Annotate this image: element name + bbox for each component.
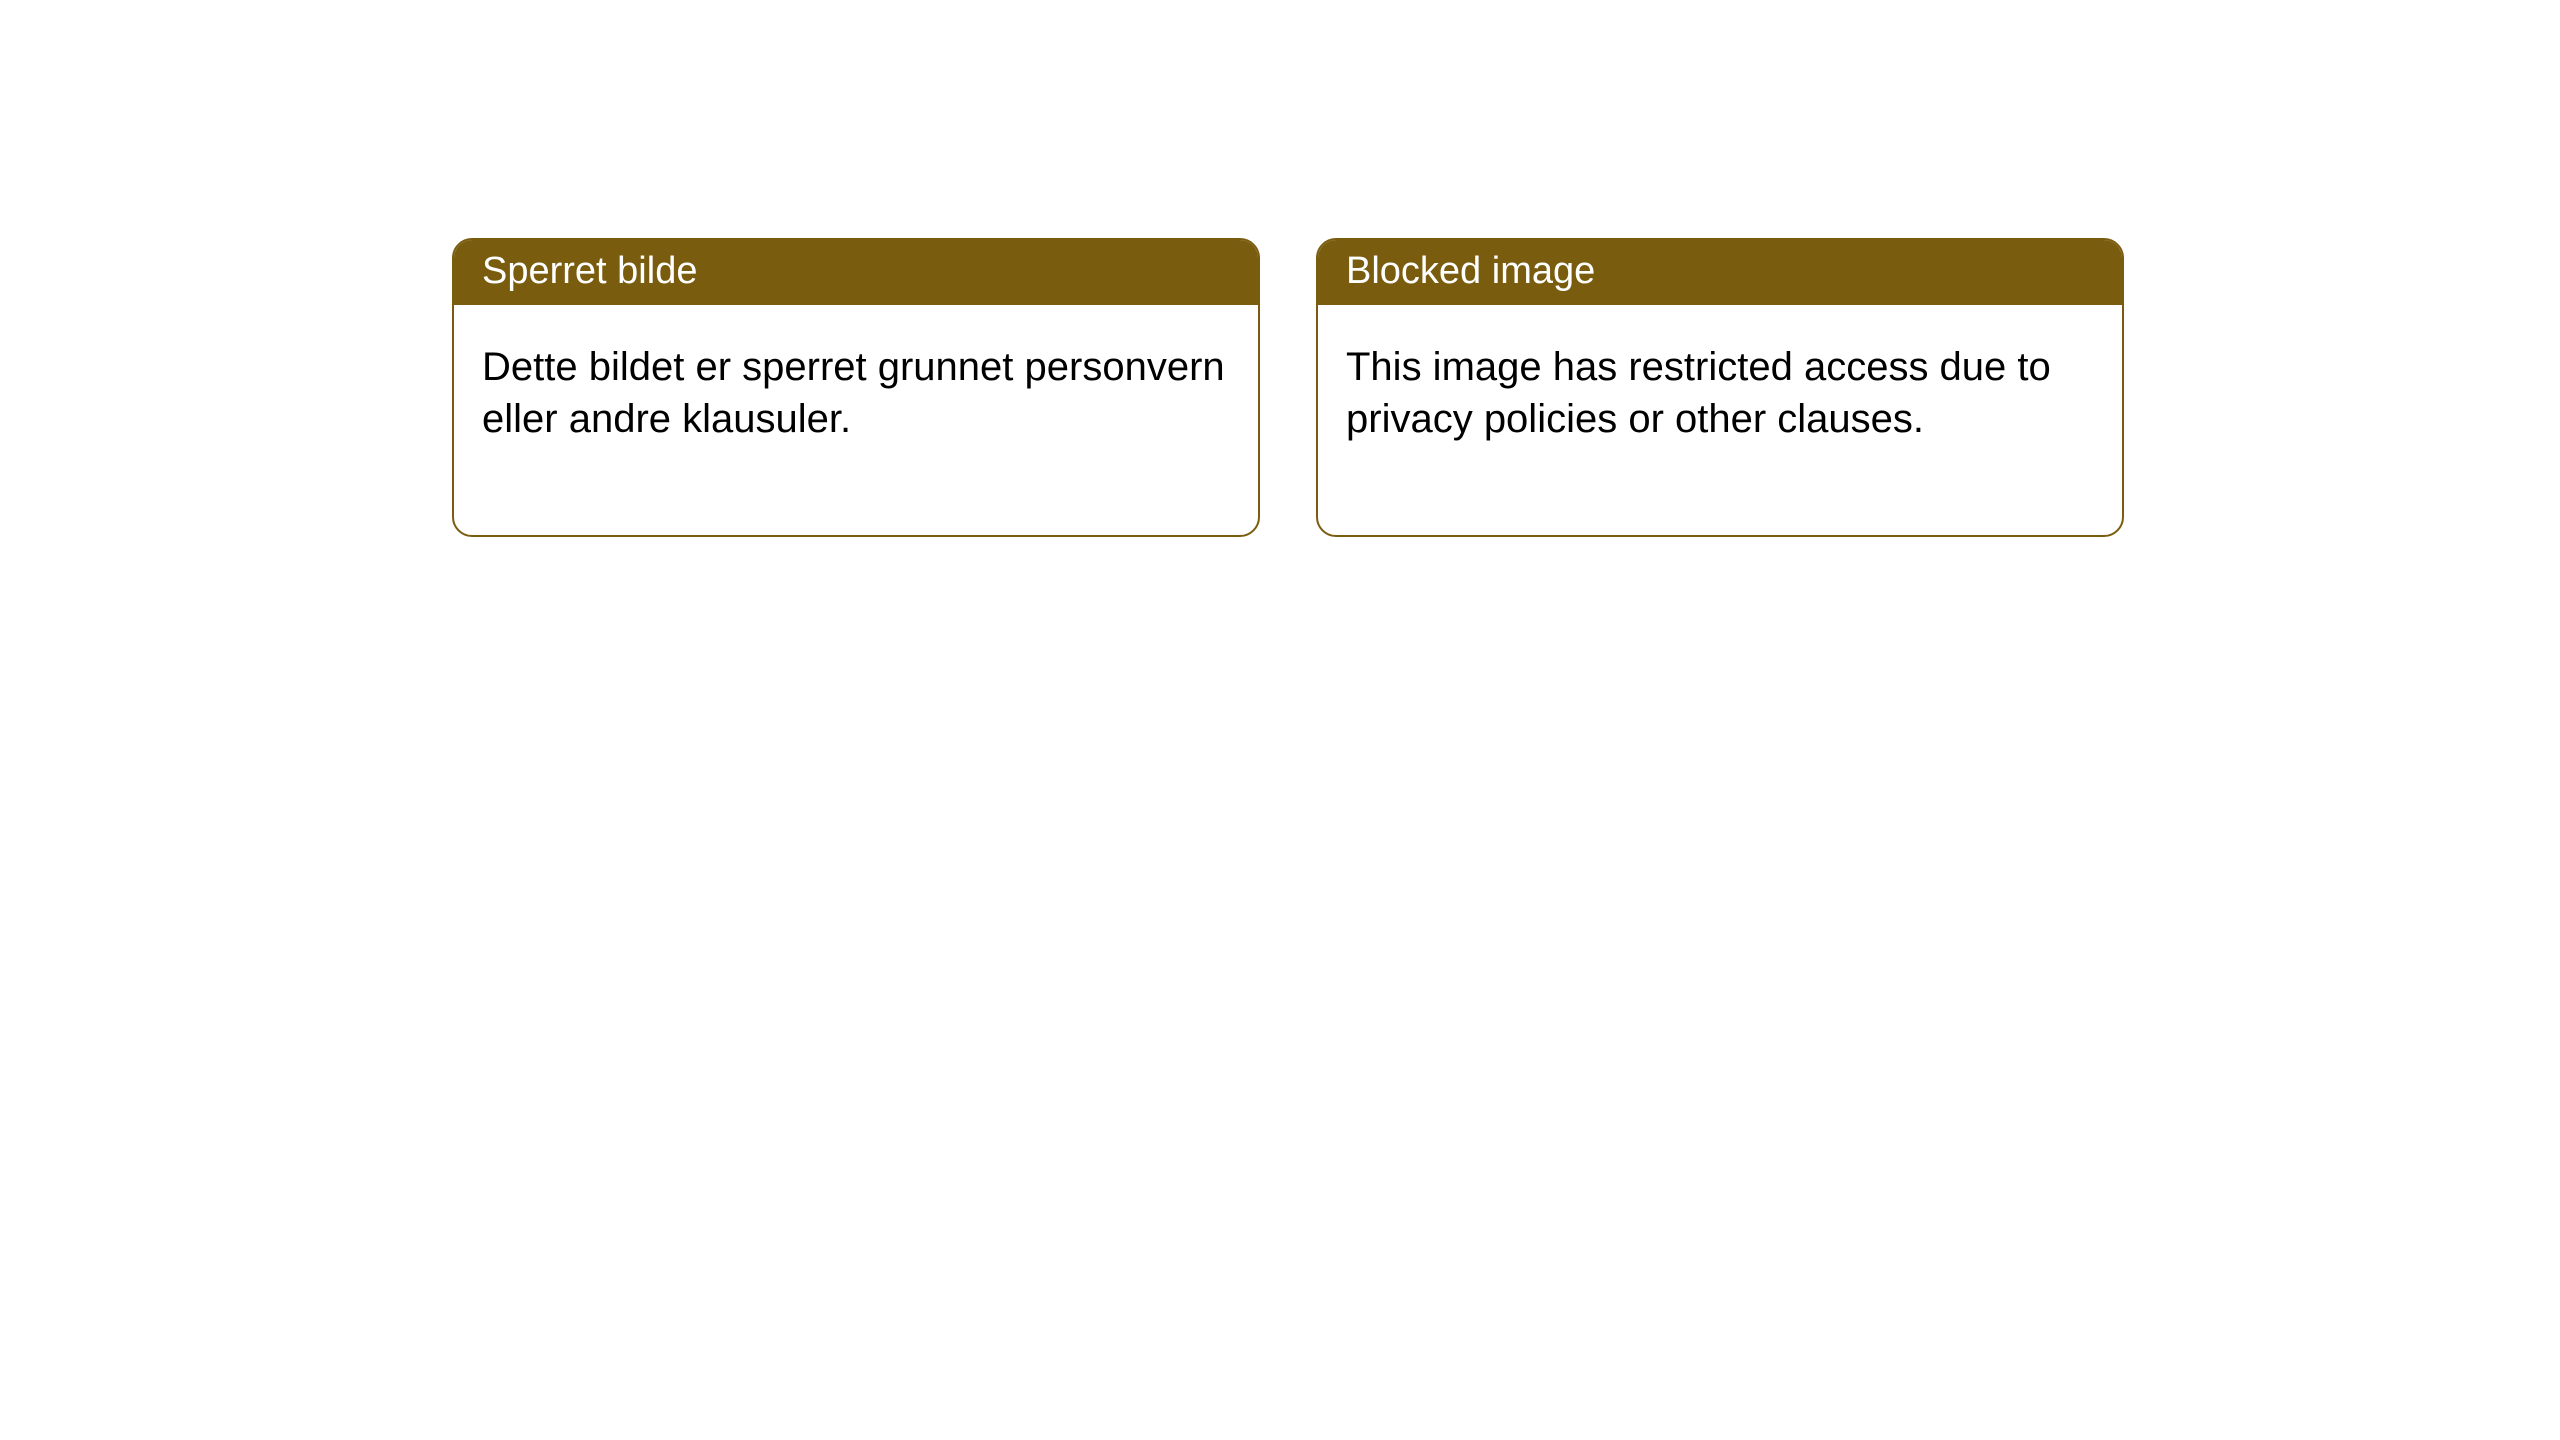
card-header-no: Sperret bilde (454, 240, 1258, 305)
card-body-no: Dette bildet er sperret grunnet personve… (454, 305, 1258, 535)
card-header-en: Blocked image (1318, 240, 2122, 305)
blocked-image-cards-container: Sperret bilde Dette bildet er sperret gr… (0, 0, 2560, 537)
blocked-image-card-no: Sperret bilde Dette bildet er sperret gr… (452, 238, 1260, 537)
card-body-en: This image has restricted access due to … (1318, 305, 2122, 485)
blocked-image-card-en: Blocked image This image has restricted … (1316, 238, 2124, 537)
